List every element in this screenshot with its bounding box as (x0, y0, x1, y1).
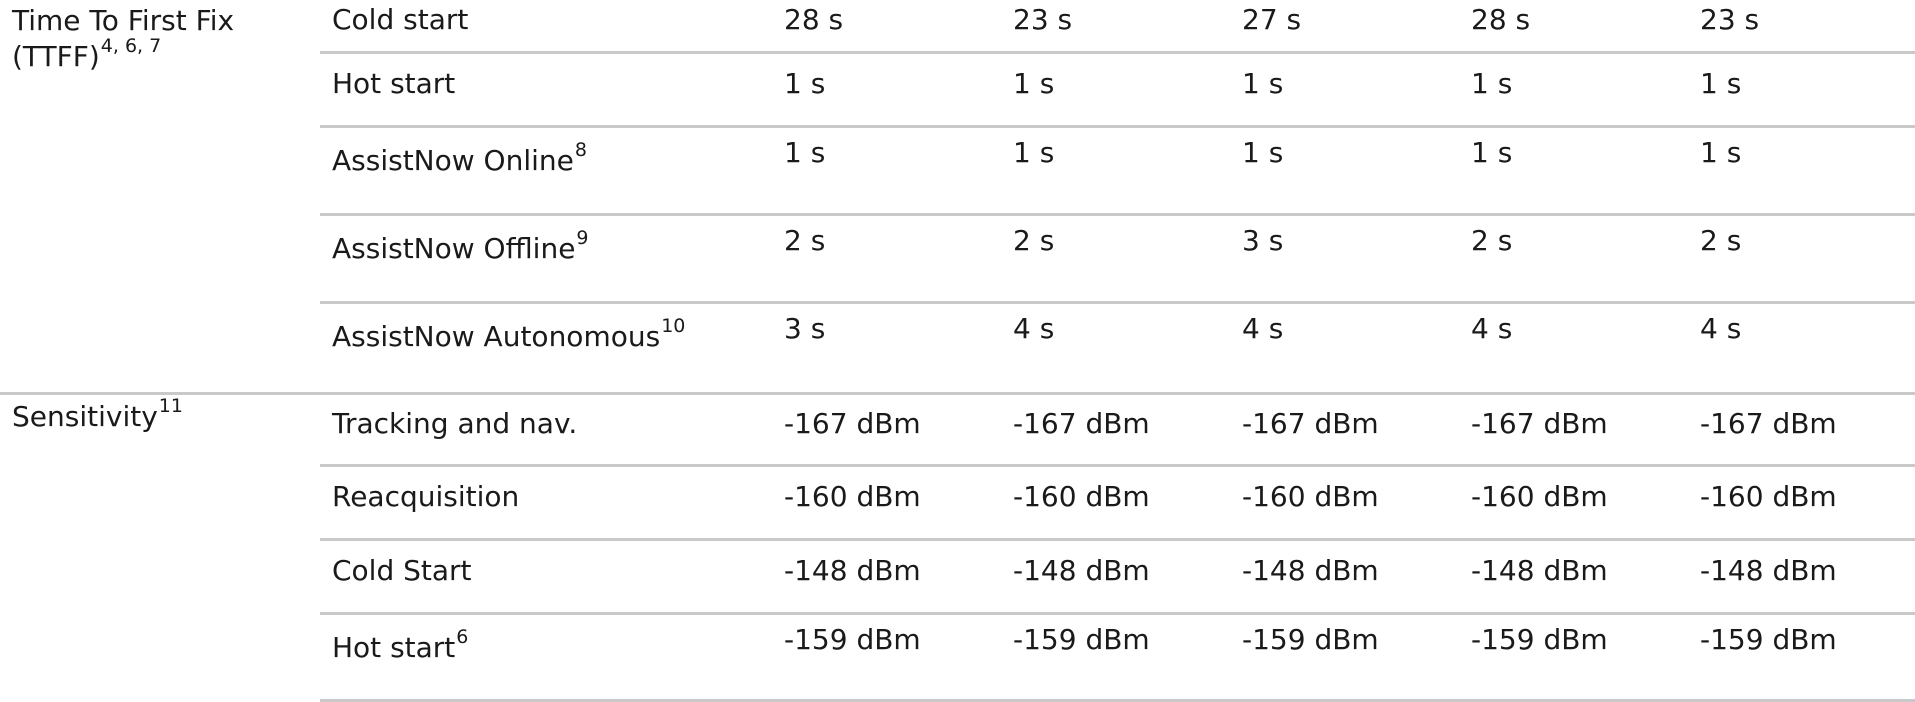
value-cell: -167 dBm (1688, 392, 1915, 466)
value-cell: -148 dBm (1459, 538, 1688, 614)
value-cell: 2 s (1001, 213, 1230, 303)
table-row: Time To First Fix (TTFF)4, 6, 7 Cold sta… (0, 0, 1915, 73)
group-label-ttff: Time To First Fix (TTFF)4, 6, 7 (12, 4, 235, 73)
value-cell: -167 dBm (1001, 392, 1230, 466)
value-cell: -159 dBm (1230, 612, 1459, 702)
footnote-ref: 8 (574, 138, 587, 161)
value-cell: 1 s (1001, 51, 1230, 127)
table-row: Hot start 1 s 1 s 1 s 1 s 1 s (0, 51, 1915, 127)
value-cell: -160 dBm (1459, 464, 1688, 540)
parameter-label: Cold Start (320, 538, 772, 614)
value-cell: -167 dBm (1459, 392, 1688, 466)
value-cell: 3 s (772, 301, 1001, 394)
value-cell: -148 dBm (772, 538, 1001, 614)
parameter-label: Reacquisition (320, 464, 772, 540)
value-cell: 1 s (772, 51, 1001, 127)
value-cell: 4 s (1001, 301, 1230, 394)
parameter-label: AssistNow Online8 (320, 125, 772, 215)
value-cell: 23 s (1013, 3, 1073, 36)
table-row: AssistNow Offline9 2 s 2 s 3 s 2 s 2 s (0, 213, 1915, 303)
footnote-ref: 6 (456, 625, 469, 648)
parameter-label: AssistNow Autonomous10 (320, 301, 772, 394)
footnote-ref: 11 (158, 394, 183, 417)
value-cell: -159 dBm (1688, 612, 1915, 702)
value-cell: 2 s (772, 213, 1001, 303)
value-cell: -148 dBm (1001, 538, 1230, 614)
value-cell: 3 s (1230, 213, 1459, 303)
table-row: AssistNow Online8 1 s 1 s 1 s 1 s 1 s (0, 125, 1915, 215)
footnote-ref: 9 (576, 226, 589, 249)
value-cell: -160 dBm (1001, 464, 1230, 540)
footnote-ref: 10 (661, 314, 686, 337)
value-cell: -148 dBm (1230, 538, 1459, 614)
value-cell: -148 dBm (1688, 538, 1915, 614)
value-cell: 28 s (1471, 3, 1531, 36)
value-cell: 4 s (1688, 301, 1915, 394)
value-cell: 28 s (784, 3, 844, 36)
value-cell: 4 s (1459, 301, 1688, 394)
value-cell: 23 s (1700, 3, 1760, 36)
parameter-label: Hot start (320, 51, 772, 127)
value-cell: -159 dBm (1459, 612, 1688, 702)
value-cell: -160 dBm (1688, 464, 1915, 540)
value-cell: 1 s (1230, 51, 1459, 127)
value-cell: 27 s (1242, 3, 1302, 36)
value-cell: 1 s (1001, 125, 1230, 215)
footnote-ref: 4, 6, 7 (100, 34, 162, 57)
value-cell: 2 s (1688, 213, 1915, 303)
value-cell: -160 dBm (772, 464, 1001, 540)
value-cell: -159 dBm (1001, 612, 1230, 702)
value-cell: -159 dBm (772, 612, 1001, 702)
value-cell: 1 s (1230, 125, 1459, 215)
parameter-label: AssistNow Offline9 (320, 213, 772, 303)
value-cell: 1 s (1459, 125, 1688, 215)
table-row: Sensitivity11 Tracking and nav. -167 dBm… (0, 392, 1915, 701)
value-cell: -160 dBm (1230, 464, 1459, 540)
parameter-label: Tracking and nav. (320, 392, 772, 466)
value-cell: 1 s (1688, 51, 1915, 127)
value-cell: -167 dBm (772, 392, 1001, 466)
value-cell: 1 s (772, 125, 1001, 215)
parameter-label: Cold start (332, 3, 469, 36)
value-cell: 2 s (1459, 213, 1688, 303)
table-row: AssistNow Autonomous10 3 s 4 s 4 s 4 s 4… (0, 301, 1915, 394)
value-cell: 4 s (1230, 301, 1459, 394)
parameter-label: Hot start6 (320, 612, 772, 702)
value-cell: -167 dBm (1230, 392, 1459, 466)
table-row: Reacquisition -160 dBm -160 dBm -160 dBm… (0, 464, 1915, 540)
group-label-sensitivity: Sensitivity11 (0, 392, 320, 701)
value-cell: 1 s (1688, 125, 1915, 215)
value-cell: 1 s (1459, 51, 1688, 127)
